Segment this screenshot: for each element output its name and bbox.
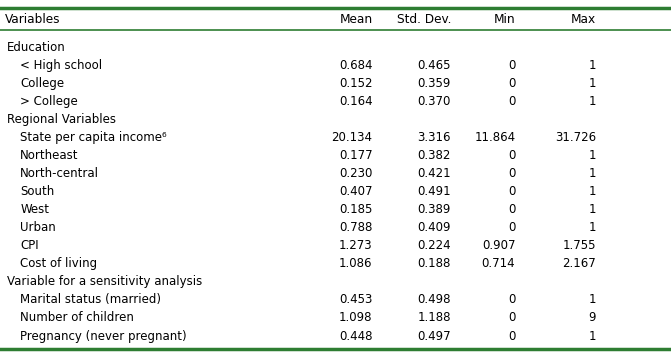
- Text: 0.714: 0.714: [482, 257, 515, 270]
- Text: 0.185: 0.185: [339, 203, 372, 216]
- Text: 0.907: 0.907: [482, 239, 515, 252]
- Text: 0.188: 0.188: [417, 257, 451, 270]
- Text: 1: 1: [588, 77, 596, 90]
- Text: 0: 0: [508, 149, 515, 162]
- Text: 0.389: 0.389: [417, 203, 451, 216]
- Text: 2.167: 2.167: [562, 257, 596, 270]
- Text: 0.152: 0.152: [339, 77, 372, 90]
- Text: 0.177: 0.177: [339, 149, 372, 162]
- Text: 31.726: 31.726: [555, 131, 596, 144]
- Text: State per capita income⁶: State per capita income⁶: [20, 131, 167, 144]
- Text: 3.316: 3.316: [417, 131, 451, 144]
- Text: 1.755: 1.755: [562, 239, 596, 252]
- Text: Cost of living: Cost of living: [20, 257, 97, 270]
- Text: 0.498: 0.498: [417, 293, 451, 306]
- Text: 11.864: 11.864: [474, 131, 515, 144]
- Text: 1: 1: [588, 221, 596, 234]
- Text: 0: 0: [508, 221, 515, 234]
- Text: 1.273: 1.273: [339, 239, 372, 252]
- Text: West: West: [20, 203, 49, 216]
- Text: Marital status (married): Marital status (married): [20, 293, 161, 306]
- Text: College: College: [20, 77, 64, 90]
- Text: CPI: CPI: [20, 239, 39, 252]
- Text: 0: 0: [508, 95, 515, 108]
- Text: Number of children: Number of children: [20, 311, 134, 324]
- Text: 0.448: 0.448: [339, 330, 372, 342]
- Text: 0: 0: [508, 293, 515, 306]
- Text: 0.409: 0.409: [417, 221, 451, 234]
- Text: Education: Education: [7, 41, 66, 54]
- Text: 0: 0: [508, 77, 515, 90]
- Text: 0.453: 0.453: [339, 293, 372, 306]
- Text: Max: Max: [571, 13, 596, 26]
- Text: > College: > College: [20, 95, 78, 108]
- Text: Pregnancy (never pregnant): Pregnancy (never pregnant): [20, 330, 187, 342]
- Text: 1: 1: [588, 185, 596, 198]
- Text: 1.086: 1.086: [339, 257, 372, 270]
- Text: 1: 1: [588, 330, 596, 342]
- Text: Min: Min: [494, 13, 515, 26]
- Text: Std. Dev.: Std. Dev.: [397, 13, 451, 26]
- Text: 1: 1: [588, 59, 596, 72]
- Text: 0.465: 0.465: [417, 59, 451, 72]
- Text: Regional Variables: Regional Variables: [7, 113, 115, 126]
- Text: 0.407: 0.407: [339, 185, 372, 198]
- Text: 20.134: 20.134: [331, 131, 372, 144]
- Text: 0.684: 0.684: [339, 59, 372, 72]
- Text: 0: 0: [508, 59, 515, 72]
- Text: Urban: Urban: [20, 221, 56, 234]
- Text: 0.382: 0.382: [417, 149, 451, 162]
- Text: 0.224: 0.224: [417, 239, 451, 252]
- Text: 1: 1: [588, 167, 596, 180]
- Text: 1: 1: [588, 203, 596, 216]
- Text: 0.788: 0.788: [339, 221, 372, 234]
- Text: 0.497: 0.497: [417, 330, 451, 342]
- Text: 0.491: 0.491: [417, 185, 451, 198]
- Text: 0: 0: [508, 311, 515, 324]
- Text: Mean: Mean: [340, 13, 372, 26]
- Text: 9: 9: [588, 311, 596, 324]
- Text: Northeast: Northeast: [20, 149, 79, 162]
- Text: 0: 0: [508, 167, 515, 180]
- Text: 1: 1: [588, 149, 596, 162]
- Text: 0.230: 0.230: [339, 167, 372, 180]
- Text: 0.359: 0.359: [417, 77, 451, 90]
- Text: 1.188: 1.188: [417, 311, 451, 324]
- Text: 0.164: 0.164: [339, 95, 372, 108]
- Text: 0.421: 0.421: [417, 167, 451, 180]
- Text: 1.098: 1.098: [339, 311, 372, 324]
- Text: 0: 0: [508, 330, 515, 342]
- Text: 0.370: 0.370: [417, 95, 451, 108]
- Text: < High school: < High school: [20, 59, 102, 72]
- Text: 1: 1: [588, 293, 596, 306]
- Text: 0: 0: [508, 185, 515, 198]
- Text: Variables: Variables: [5, 13, 61, 26]
- Text: North-central: North-central: [20, 167, 99, 180]
- Text: 1: 1: [588, 95, 596, 108]
- Text: South: South: [20, 185, 54, 198]
- Text: Variable for a sensitivity analysis: Variable for a sensitivity analysis: [7, 275, 202, 288]
- Text: 0: 0: [508, 203, 515, 216]
